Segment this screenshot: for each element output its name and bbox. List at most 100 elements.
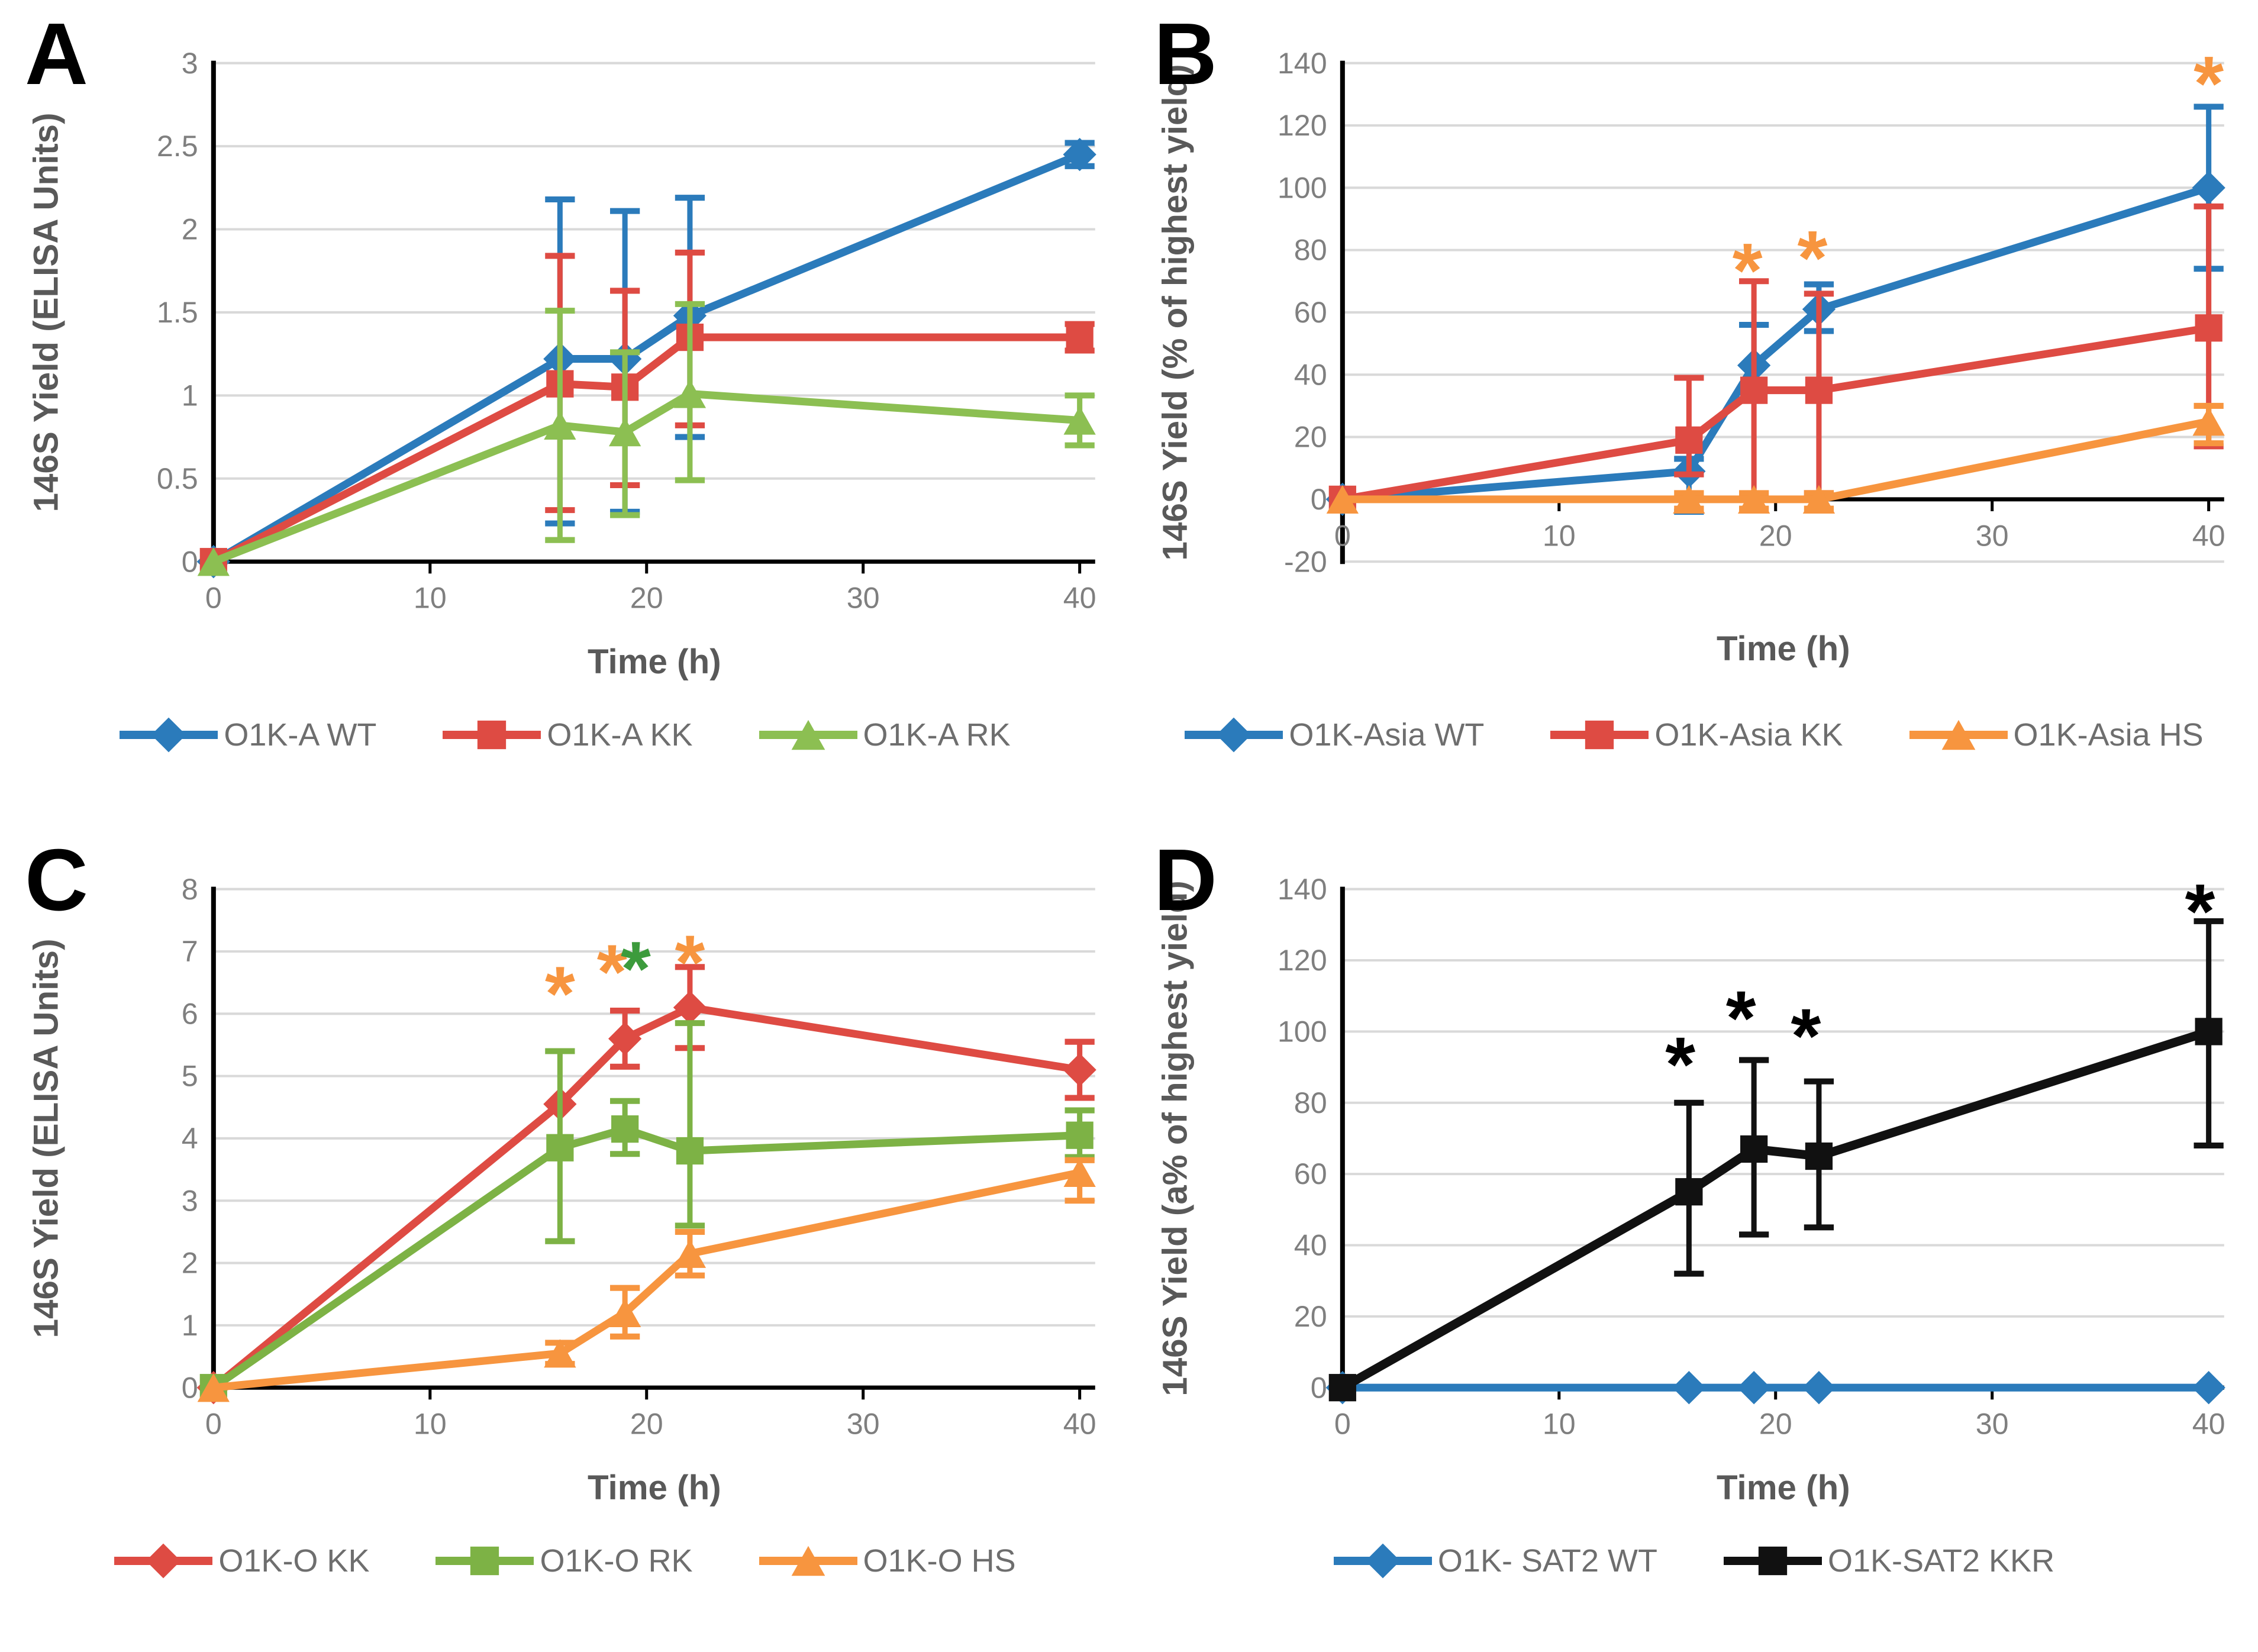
marker-diamond bbox=[1365, 1543, 1401, 1579]
marker-triangle bbox=[1802, 485, 1836, 514]
legend-c: O1K-O KK O1K-O RK O1K-O HS bbox=[113, 1541, 1016, 1580]
svg-text:146S Yield (a% of highest yiel: 146S Yield (a% of highest yield) bbox=[1156, 880, 1194, 1396]
svg-text:30: 30 bbox=[847, 582, 880, 615]
legend-label: O1K-Asia HS bbox=[2013, 717, 2204, 753]
svg-text:Time (h): Time (h) bbox=[1717, 630, 1850, 668]
svg-text:0: 0 bbox=[1334, 1408, 1351, 1441]
legend-item-O1K--SAT2-WT: O1K- SAT2 WT bbox=[1333, 1541, 1657, 1580]
legend-item-O1K-SAT2-KKR: O1K-SAT2 KKR bbox=[1722, 1541, 2054, 1580]
legend-item-O1K-Asia-KK: O1K-Asia KK bbox=[1549, 715, 1843, 754]
legend-marker-square-icon bbox=[1723, 1546, 1822, 1576]
chart-d: 0 20 40 60 80 100 120 140 0 10 20 30 40 Time (h) 146S … bbox=[1156, 868, 2225, 1507]
marker-square bbox=[478, 720, 507, 750]
marker-square bbox=[1758, 1546, 1788, 1576]
svg-text:*: * bbox=[1665, 1021, 1695, 1108]
svg-text:20: 20 bbox=[1759, 1408, 1792, 1441]
marker-diamond bbox=[146, 1543, 181, 1579]
svg-text:3: 3 bbox=[182, 1184, 198, 1217]
series-O1K-O-KK bbox=[196, 964, 1096, 1405]
marker-square bbox=[1740, 376, 1768, 404]
tick-labels: 0 1 2 3 4 5 6 7 8 0 10 20 30 40 bbox=[182, 873, 1096, 1441]
marker-square bbox=[1805, 376, 1833, 404]
svg-text:5: 5 bbox=[182, 1060, 198, 1093]
gridlines bbox=[1342, 62, 2224, 563]
annotations: **** bbox=[545, 919, 705, 1037]
marker-triangle bbox=[544, 411, 576, 440]
marker-triangle bbox=[197, 1373, 230, 1402]
svg-text:1: 1 bbox=[182, 1309, 198, 1342]
legend-marker-triangle-icon bbox=[759, 719, 857, 750]
svg-text:140: 140 bbox=[1278, 873, 1327, 906]
marker-square bbox=[1675, 426, 1703, 454]
panel-d-label: D bbox=[1154, 831, 1217, 929]
marker-triangle bbox=[197, 547, 230, 576]
svg-text:146S Yield (ELISA Units): 146S Yield (ELISA Units) bbox=[27, 938, 65, 1338]
legend-label: O1K-A KK bbox=[547, 717, 693, 753]
marker-triangle bbox=[1738, 485, 1770, 514]
svg-text:40: 40 bbox=[1063, 582, 1096, 615]
marker-triangle bbox=[609, 418, 641, 447]
legend-d: O1K- SAT2 WT O1K-SAT2 KKR bbox=[1333, 1541, 2054, 1580]
legend-item-O1K-A-WT: O1K-A WT bbox=[118, 715, 376, 754]
marker-triangle bbox=[544, 1339, 576, 1368]
svg-text:10: 10 bbox=[1543, 519, 1576, 552]
svg-text:30: 30 bbox=[1976, 1408, 2009, 1441]
svg-text:8: 8 bbox=[182, 873, 198, 906]
marker-square bbox=[2195, 1018, 2222, 1046]
marker-triangle bbox=[673, 1239, 707, 1268]
marker-diamond bbox=[2192, 1371, 2225, 1405]
series-O1K-SAT2-KKR bbox=[1328, 918, 2224, 1402]
legend-item-O1K-Asia-WT: O1K-Asia WT bbox=[1183, 715, 1484, 754]
legend-marker-square-icon bbox=[443, 720, 541, 750]
legend-item-O1K-O-RK: O1K-O RK bbox=[434, 1541, 693, 1580]
svg-text:80: 80 bbox=[1294, 234, 1327, 267]
svg-text:0: 0 bbox=[182, 545, 198, 578]
marker-square bbox=[1805, 1142, 1833, 1170]
axis-titles: Time (h) 146S Yield (ELISA Units) bbox=[27, 112, 721, 681]
svg-text:60: 60 bbox=[1294, 1157, 1327, 1190]
marker-square bbox=[1740, 1135, 1768, 1163]
legend-a: O1K-A WT O1K-A KK O1K-A RK bbox=[118, 715, 1011, 754]
gridlines bbox=[213, 888, 1095, 1327]
marker-triangle bbox=[791, 1545, 825, 1576]
legend-item-O1K-O-HS: O1K-O HS bbox=[758, 1541, 1016, 1580]
panel-c-label: C bbox=[25, 831, 88, 929]
svg-text:140: 140 bbox=[1278, 47, 1327, 80]
legend-marker-diamond-icon bbox=[120, 717, 218, 753]
svg-text:60: 60 bbox=[1294, 296, 1327, 329]
svg-text:146S Yield (ELISA Units): 146S Yield (ELISA Units) bbox=[27, 112, 65, 512]
svg-text:0: 0 bbox=[182, 1371, 198, 1404]
svg-text:20: 20 bbox=[630, 1408, 663, 1441]
legend-label: O1K-SAT2 KKR bbox=[1827, 1543, 2055, 1579]
legend-marker-triangle-icon bbox=[1909, 719, 2008, 750]
svg-text:*: * bbox=[1798, 215, 1828, 301]
svg-text:146S Yield (% of highest yield: 146S Yield (% of highest yield) bbox=[1156, 64, 1194, 560]
legend-b: O1K-Asia WT O1K-Asia KK O1K-Asia HS bbox=[1183, 715, 2204, 754]
svg-text:*: * bbox=[621, 925, 651, 1012]
svg-text:40: 40 bbox=[1294, 1229, 1327, 1262]
svg-text:*: * bbox=[1791, 993, 1821, 1079]
marker-triangle bbox=[791, 719, 825, 750]
svg-text:2.5: 2.5 bbox=[157, 130, 198, 163]
svg-text:10: 10 bbox=[414, 1408, 447, 1441]
panel-b-label: B bbox=[1154, 5, 1217, 103]
svg-text:-20: -20 bbox=[1284, 545, 1327, 578]
marker-triangle bbox=[673, 379, 707, 408]
svg-text:Time (h): Time (h) bbox=[1717, 1469, 1850, 1507]
svg-text:10: 10 bbox=[414, 582, 447, 615]
svg-text:40: 40 bbox=[1294, 358, 1327, 391]
marker-diamond bbox=[1672, 1371, 1706, 1405]
marker-square bbox=[1066, 323, 1093, 351]
marker-diamond bbox=[673, 990, 707, 1024]
marker-diamond bbox=[151, 717, 186, 753]
marker-diamond bbox=[2192, 171, 2225, 205]
panel-d: D 0 20 40 60 80 100 120 140 0 10 20 30 40 Time (h) 146… bbox=[1129, 826, 2258, 1652]
svg-text:7: 7 bbox=[182, 935, 198, 968]
panel-a-label: A bbox=[25, 5, 88, 103]
svg-text:*: * bbox=[2185, 868, 2215, 954]
marker-diamond bbox=[1737, 1371, 1771, 1405]
legend-item-O1K-A-RK: O1K-A RK bbox=[758, 715, 1011, 754]
legend-label: O1K-O HS bbox=[863, 1543, 1016, 1579]
svg-text:20: 20 bbox=[1759, 519, 1792, 552]
